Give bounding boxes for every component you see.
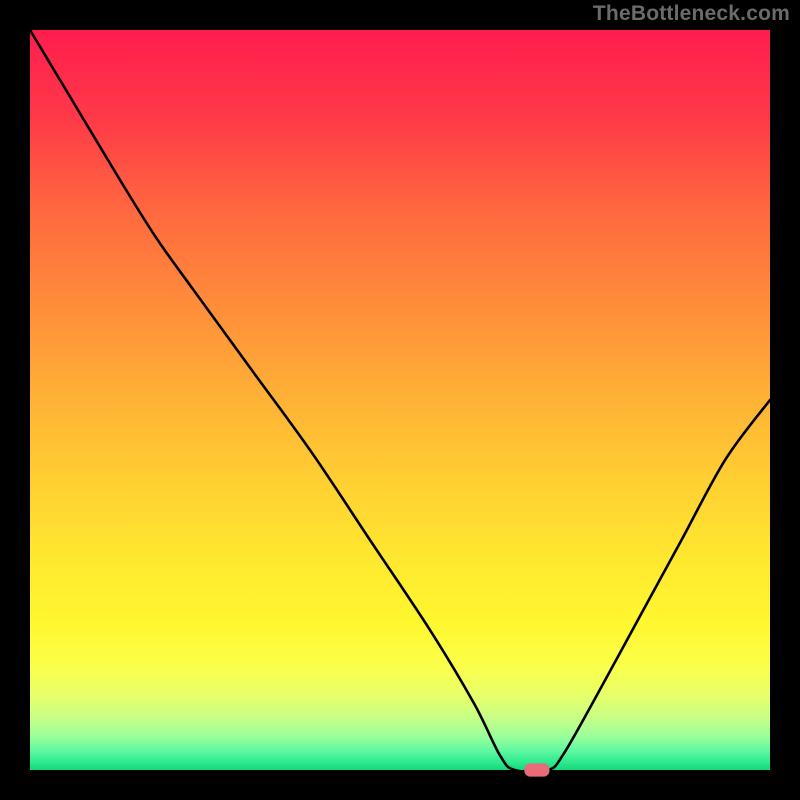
gradient-background [30, 30, 770, 770]
watermark-label: TheBottleneck.com [593, 2, 790, 26]
bottleneck-chart [0, 0, 800, 800]
optimal-marker [524, 763, 549, 776]
